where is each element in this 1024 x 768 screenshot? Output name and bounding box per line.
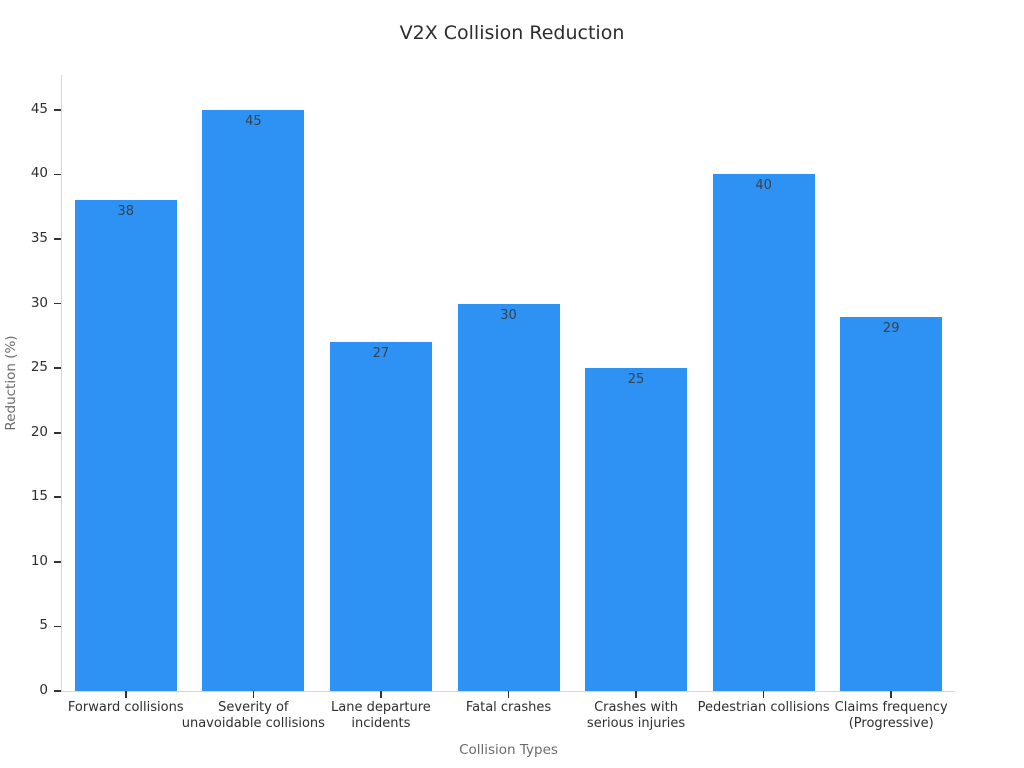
x-tick-label: Fatal crashes xyxy=(465,700,552,715)
y-tick-mark xyxy=(54,561,61,563)
x-tick-label: Claims frequency (Progressive) xyxy=(834,700,948,731)
x-tick-mark xyxy=(124,691,127,698)
y-tick-mark xyxy=(54,238,61,240)
y-tick-label: 10 xyxy=(30,552,48,569)
bar-value-label: 27 xyxy=(372,346,390,362)
y-tick-label: 15 xyxy=(30,488,48,505)
bar-value-label: 38 xyxy=(117,204,135,220)
bar-5: 25 xyxy=(585,368,688,691)
bar-value-label: 40 xyxy=(755,178,772,194)
x-tick-mark xyxy=(762,691,765,698)
bar-value-label: 29 xyxy=(882,320,900,336)
y-tick-mark xyxy=(54,431,61,434)
x-tick-mark xyxy=(507,691,510,698)
x-tick-label: Forward collisions xyxy=(67,700,184,715)
y-tick-mark xyxy=(54,496,61,499)
bar-7: 29 xyxy=(840,316,943,691)
y-tick-label: 40 xyxy=(30,165,48,182)
y-tick-mark xyxy=(54,690,61,692)
x-tick-mark xyxy=(635,691,637,698)
y-tick-label: 30 xyxy=(30,294,48,311)
y-tick-mark xyxy=(54,302,61,305)
bar-3: 27 xyxy=(329,342,432,691)
x-tick-label: Severity of unavoidable collisions xyxy=(181,700,325,731)
bar-value-label: 25 xyxy=(627,372,645,388)
y-tick-label: 25 xyxy=(30,359,48,376)
x-tick-label: Crashes with serious injuries xyxy=(586,700,686,731)
y-tick-label: 5 xyxy=(39,617,48,634)
bar-value-label: 30 xyxy=(500,307,517,323)
y-tick-label: 20 xyxy=(30,423,48,440)
x-tick-label: Pedestrian collisions xyxy=(697,700,830,715)
y-axis-label: Reduction (%) xyxy=(3,335,19,431)
y-tick-label: 35 xyxy=(30,230,48,246)
bar-1: 38 xyxy=(74,200,177,691)
x-tick-mark xyxy=(252,691,255,698)
x-tick-label: Lane departure incidents xyxy=(331,700,431,731)
bar-value-label: 45 xyxy=(245,113,262,129)
y-axis-line xyxy=(61,75,62,691)
plot-area: 38 45 27 30 25 40 29 0 5 10 15 20 25 30 35 40 45 Forwar… xyxy=(31,75,955,731)
y-tick-mark xyxy=(54,109,61,111)
chart-title: V2X Collision Reduction xyxy=(399,22,625,44)
y-tick-mark xyxy=(54,625,61,628)
bar-2: 45 xyxy=(202,109,305,691)
bar-4: 30 xyxy=(457,303,560,691)
x-axis-label: Collision Types xyxy=(459,742,558,758)
y-tick-mark xyxy=(54,173,61,176)
y-tick-mark xyxy=(54,367,61,369)
x-tick-mark xyxy=(380,691,382,698)
x-tick-mark xyxy=(890,691,892,698)
y-tick-label: 45 xyxy=(30,100,48,117)
bar-6: 40 xyxy=(712,174,815,691)
y-tick-label: 0 xyxy=(39,682,48,698)
